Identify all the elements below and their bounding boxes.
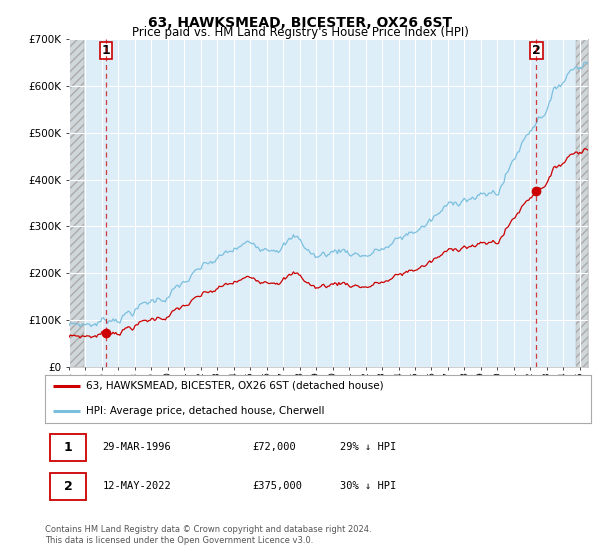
Text: 2: 2: [532, 44, 541, 57]
Text: 63, HAWKSMEAD, BICESTER, OX26 6ST: 63, HAWKSMEAD, BICESTER, OX26 6ST: [148, 16, 452, 30]
Text: £375,000: £375,000: [253, 482, 302, 492]
Text: Price paid vs. HM Land Registry's House Price Index (HPI): Price paid vs. HM Land Registry's House …: [131, 26, 469, 39]
Text: 29-MAR-1996: 29-MAR-1996: [103, 442, 171, 452]
Text: 30% ↓ HPI: 30% ↓ HPI: [340, 482, 396, 492]
Bar: [69, 39, 84, 367]
Text: 1: 1: [64, 441, 73, 454]
FancyBboxPatch shape: [50, 434, 86, 461]
Text: 2: 2: [64, 480, 73, 493]
Bar: [69, 39, 84, 367]
Bar: [575, 39, 588, 367]
Text: 29% ↓ HPI: 29% ↓ HPI: [340, 442, 396, 452]
Text: £72,000: £72,000: [253, 442, 296, 452]
Text: HPI: Average price, detached house, Cherwell: HPI: Average price, detached house, Cher…: [86, 406, 325, 416]
Text: 1: 1: [101, 44, 110, 57]
FancyBboxPatch shape: [50, 473, 86, 500]
Bar: [575, 39, 588, 367]
Text: 12-MAY-2022: 12-MAY-2022: [103, 482, 171, 492]
Text: Contains HM Land Registry data © Crown copyright and database right 2024.
This d: Contains HM Land Registry data © Crown c…: [45, 525, 371, 545]
Text: 63, HAWKSMEAD, BICESTER, OX26 6ST (detached house): 63, HAWKSMEAD, BICESTER, OX26 6ST (detac…: [86, 381, 383, 391]
